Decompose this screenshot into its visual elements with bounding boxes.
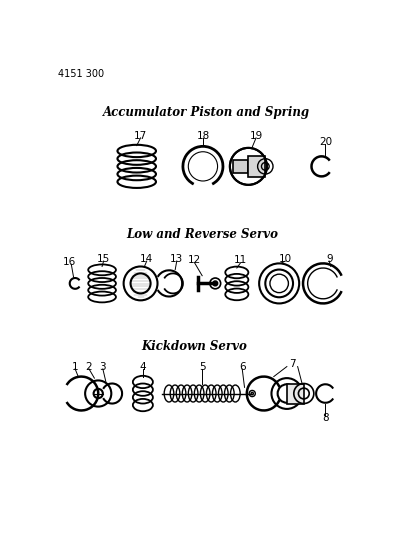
Text: 3: 3 bbox=[100, 361, 106, 372]
Text: 4151 300: 4151 300 bbox=[58, 69, 104, 78]
Text: Low and Reverse Servo: Low and Reverse Servo bbox=[126, 228, 278, 241]
Bar bbox=[248, 156, 265, 177]
Text: Accumulator Piston and Spring: Accumulator Piston and Spring bbox=[102, 106, 310, 119]
Text: 11: 11 bbox=[234, 255, 247, 265]
Text: 16: 16 bbox=[62, 257, 75, 267]
Bar bbox=[287, 384, 304, 403]
Text: 18: 18 bbox=[196, 131, 210, 141]
Text: 15: 15 bbox=[97, 254, 110, 264]
Text: 7: 7 bbox=[289, 359, 295, 369]
Text: 6: 6 bbox=[239, 361, 246, 372]
Text: 8: 8 bbox=[322, 413, 329, 423]
Text: 13: 13 bbox=[170, 254, 183, 264]
Text: 5: 5 bbox=[199, 361, 206, 372]
Text: Kickdown Servo: Kickdown Servo bbox=[142, 341, 247, 353]
Text: 4: 4 bbox=[140, 361, 146, 372]
Text: 17: 17 bbox=[134, 131, 147, 141]
Text: 1: 1 bbox=[72, 361, 78, 372]
Text: 20: 20 bbox=[319, 137, 332, 147]
Text: 19: 19 bbox=[249, 131, 263, 141]
Text: 10: 10 bbox=[279, 254, 292, 264]
Bar bbox=[233, 160, 248, 173]
Text: 9: 9 bbox=[326, 254, 333, 264]
Text: 2: 2 bbox=[86, 361, 92, 372]
Text: 14: 14 bbox=[140, 254, 153, 264]
Text: 12: 12 bbox=[188, 255, 201, 265]
